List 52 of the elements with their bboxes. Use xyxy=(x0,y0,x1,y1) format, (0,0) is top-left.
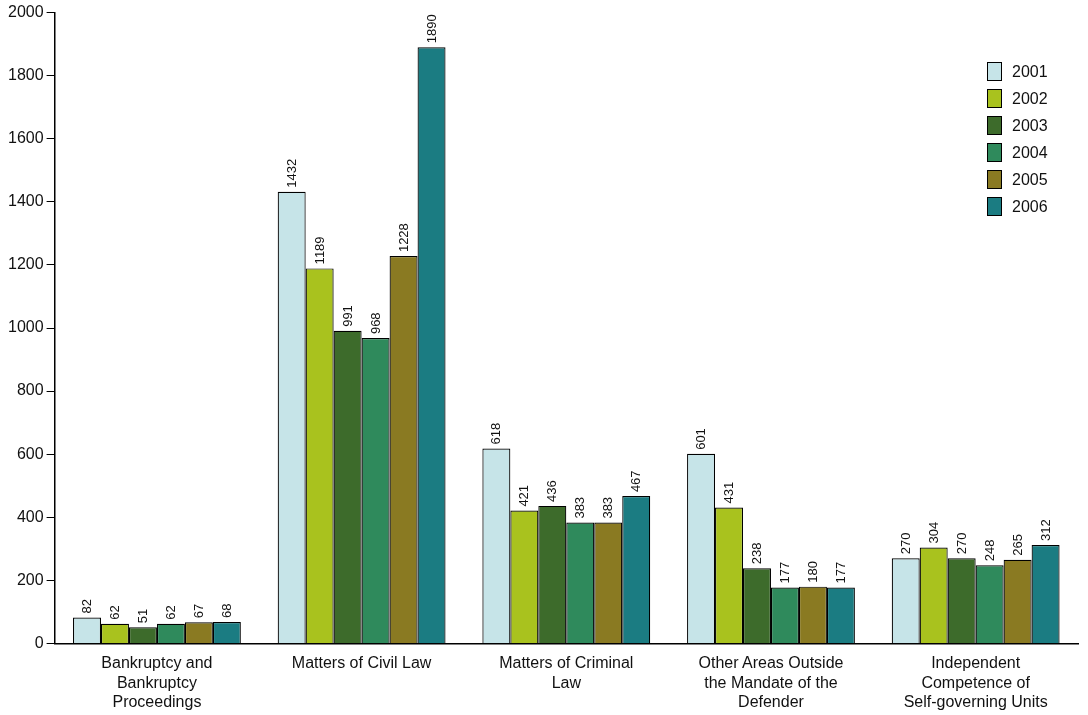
data-label: 383 xyxy=(600,496,616,519)
y-tick-label: 1200 xyxy=(8,255,44,273)
y-tick-label: 1600 xyxy=(8,129,44,147)
data-label: 67 xyxy=(190,603,206,619)
data-label: 62 xyxy=(106,605,122,620)
y-tick-label: 2000 xyxy=(8,3,44,21)
y-tick-label: 200 xyxy=(16,570,44,588)
data-label: 238 xyxy=(748,542,764,565)
data-label: 304 xyxy=(925,521,941,544)
data-label: 601 xyxy=(693,428,709,450)
data-label: 1890 xyxy=(423,14,439,44)
data-label: 1189 xyxy=(311,236,327,265)
data-label: 82 xyxy=(79,599,94,614)
data-label: 62 xyxy=(162,605,178,620)
y-tick-label: 0 xyxy=(34,633,44,651)
data-label: 436 xyxy=(544,480,560,502)
data-label: 1432 xyxy=(283,158,299,188)
legend-label: 2003 xyxy=(1012,115,1048,136)
data-label: 265 xyxy=(1009,534,1025,556)
x-tick-label: Matters of Civil Law xyxy=(291,654,432,672)
x-tick-label: Matters of Criminal Law xyxy=(499,654,634,691)
data-label: 270 xyxy=(953,532,969,555)
data-label: 383 xyxy=(572,496,588,519)
y-tick-label: 800 xyxy=(16,381,44,399)
data-label: 991 xyxy=(339,305,355,327)
data-label: 177 xyxy=(776,561,792,584)
data-label: 968 xyxy=(367,312,383,335)
data-label: 51 xyxy=(134,608,150,624)
y-tick-label: 1800 xyxy=(8,66,44,84)
y-tick-label: 600 xyxy=(16,444,44,462)
y-tick-label: 1000 xyxy=(8,318,44,336)
x-tick-label: Other Areas Outside the Mandate of the Defender xyxy=(698,654,844,710)
data-label: 421 xyxy=(516,484,532,507)
legend-label: 2002 xyxy=(1012,88,1048,109)
data-label: 68 xyxy=(218,603,234,618)
legend-label: 2001 xyxy=(1012,61,1048,82)
x-tick-label: Independent Competence of Self-governing Units xyxy=(903,654,1048,710)
y-tick-label: 1400 xyxy=(8,192,44,210)
data-label: 618 xyxy=(488,422,504,445)
data-label: 270 xyxy=(897,532,913,555)
data-label: 312 xyxy=(1037,519,1053,541)
data-label: 1228 xyxy=(395,223,411,253)
data-label: 467 xyxy=(628,470,644,493)
legend-label: 2006 xyxy=(1012,196,1048,217)
x-tick-label: Bankruptcy and Bankruptcy Proceedings xyxy=(101,654,213,710)
data-label: 180 xyxy=(804,560,820,583)
legend-label: 2004 xyxy=(1012,142,1048,163)
y-tick-label: 400 xyxy=(16,507,44,525)
data-label: 431 xyxy=(721,481,737,504)
data-label: 177 xyxy=(832,561,848,584)
data-label: 248 xyxy=(981,539,997,562)
legend-label: 2005 xyxy=(1012,169,1048,190)
